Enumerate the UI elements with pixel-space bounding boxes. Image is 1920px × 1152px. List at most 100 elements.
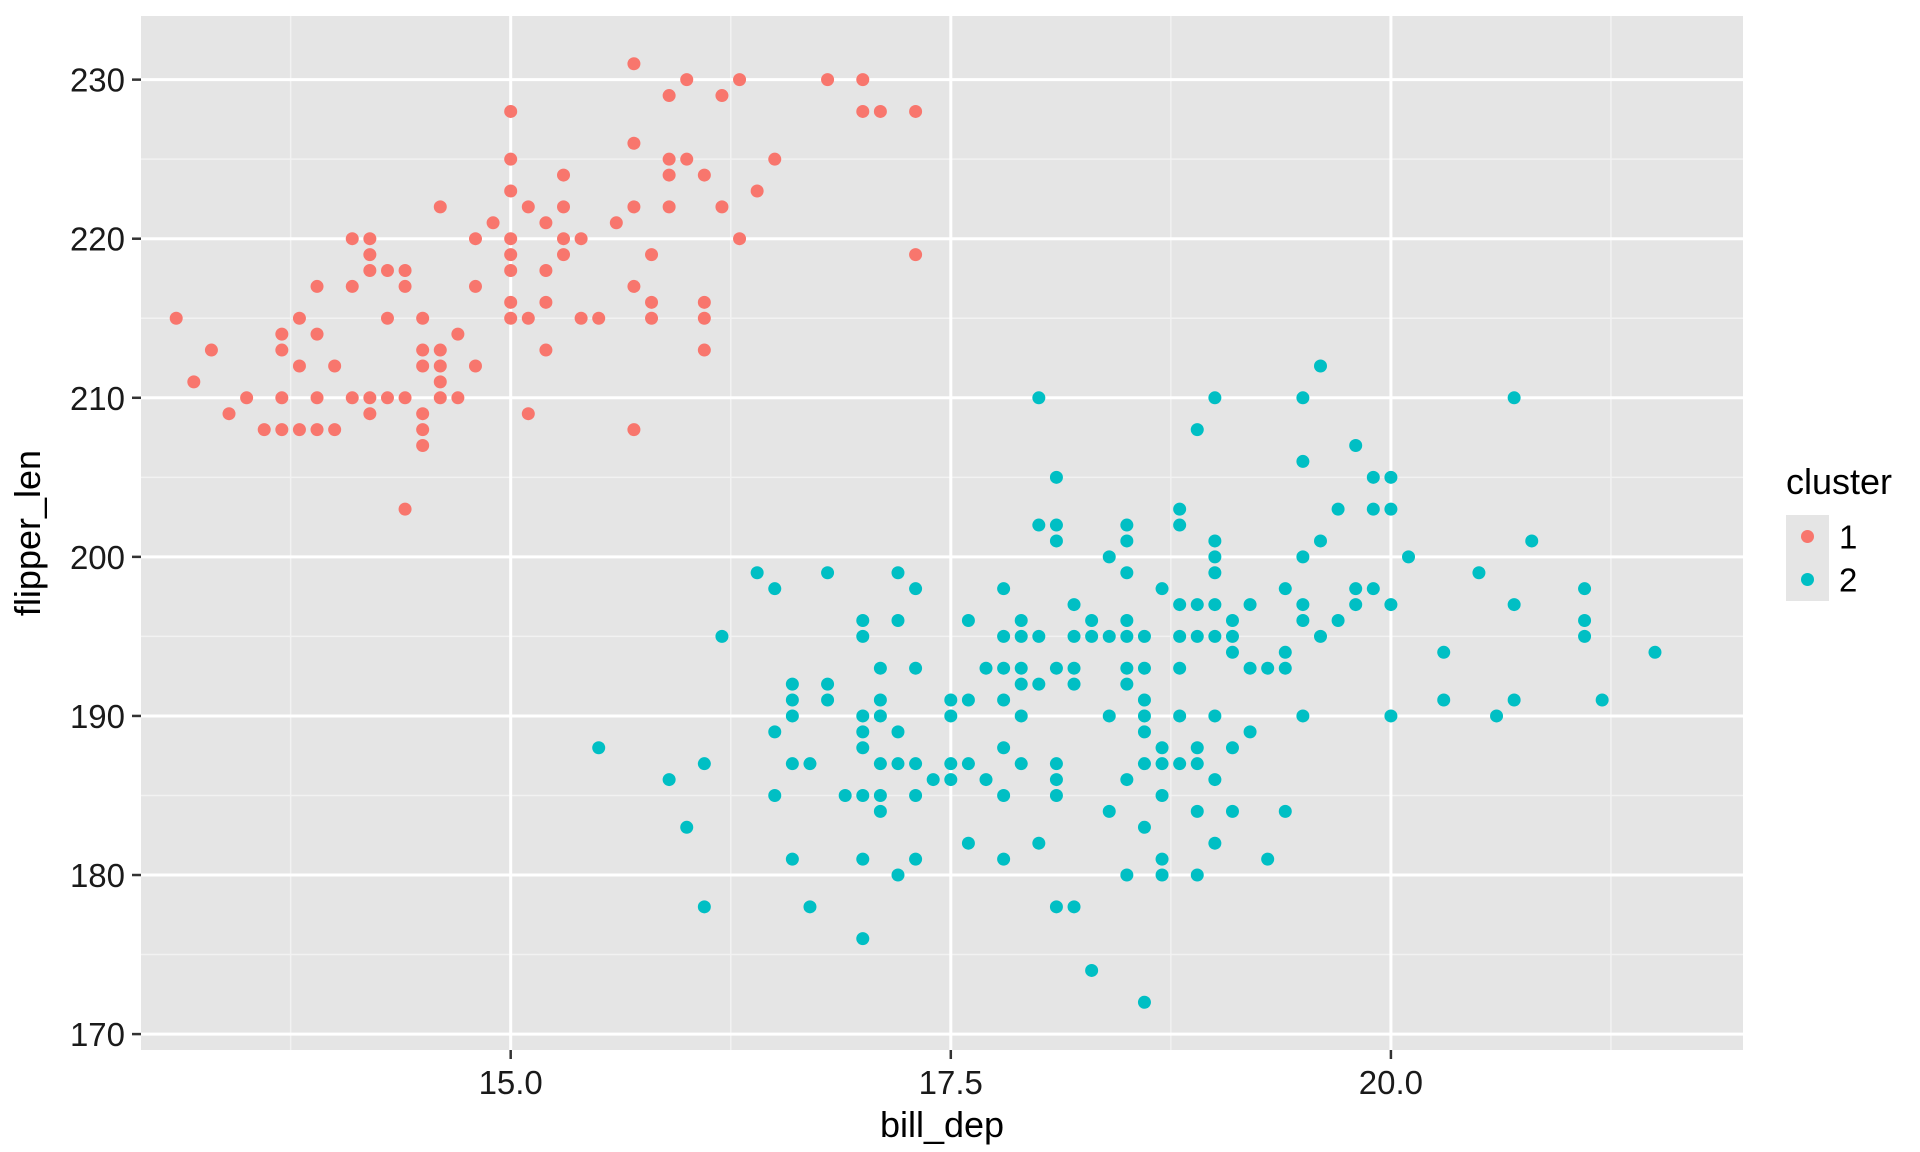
- cluster-2-point: [873, 757, 887, 771]
- cluster-2-point: [1296, 598, 1310, 612]
- cluster-1-point: [539, 343, 553, 357]
- cluster-2-point: [1067, 661, 1081, 675]
- cluster-2-point: [1173, 661, 1187, 675]
- cluster-2-point: [1296, 391, 1310, 405]
- cluster-1-point: [310, 279, 324, 293]
- cluster-2-point: [1208, 629, 1222, 643]
- cluster-2-point: [1014, 661, 1028, 675]
- cluster-1-point: [539, 295, 553, 309]
- cluster-2-point: [979, 773, 993, 787]
- cluster-2-point: [891, 613, 905, 627]
- cluster-1-point: [645, 295, 659, 309]
- cluster-2-point: [1173, 518, 1187, 532]
- cluster-2-point: [1208, 566, 1222, 580]
- cluster-2-point: [1578, 629, 1592, 643]
- cluster-2-point: [1049, 900, 1063, 914]
- cluster-1-point: [292, 423, 306, 437]
- cluster-2-point: [1208, 534, 1222, 548]
- cluster-2-point: [1366, 582, 1380, 596]
- cluster-2-point: [1085, 629, 1099, 643]
- cluster-1-point: [204, 343, 218, 357]
- cluster-1-point: [627, 57, 641, 71]
- cluster-2-point: [873, 693, 887, 707]
- cluster-1-point: [451, 391, 465, 405]
- cluster-2-point: [785, 709, 799, 723]
- cluster-2-point: [891, 757, 905, 771]
- cluster-2-point: [1490, 709, 1504, 723]
- cluster-2-point: [1243, 598, 1257, 612]
- cluster-2-point: [1384, 470, 1398, 484]
- cluster-1-point: [662, 152, 676, 166]
- x-tick-label: 20.0: [1359, 1064, 1423, 1101]
- cluster-2-point: [997, 741, 1011, 755]
- cluster-2-point: [961, 613, 975, 627]
- cluster-1-point: [627, 200, 641, 214]
- cluster-2-point: [1049, 518, 1063, 532]
- cluster-1-point: [662, 200, 676, 214]
- cluster-2-point: [1155, 788, 1169, 802]
- y-tick-label: 180: [70, 857, 125, 894]
- cluster-1-point: [715, 200, 729, 214]
- cluster-2-point: [785, 757, 799, 771]
- cluster-2-point: [1032, 677, 1046, 691]
- cluster-1-point: [504, 152, 518, 166]
- cluster-2-point: [821, 677, 835, 691]
- cluster-1-point: [275, 343, 289, 357]
- y-tick-label: 230: [70, 62, 125, 99]
- cluster-1-point: [627, 136, 641, 150]
- cluster-2-point: [1208, 598, 1222, 612]
- cluster-2-point: [1137, 629, 1151, 643]
- cluster-1-point: [222, 407, 236, 421]
- cluster-2-point: [1225, 645, 1239, 659]
- cluster-1-point: [750, 184, 764, 198]
- cluster-1-point: [292, 359, 306, 373]
- cluster-2-point: [1120, 613, 1134, 627]
- cluster-2-point: [1049, 534, 1063, 548]
- cluster-2-point: [1049, 773, 1063, 787]
- cluster-2-point: [1278, 645, 1292, 659]
- cluster-2-point: [1014, 709, 1028, 723]
- cluster-2-point: [997, 788, 1011, 802]
- legend-key-dot: [1801, 573, 1814, 586]
- x-tick-label: 17.5: [919, 1064, 983, 1101]
- cluster-2-point: [1578, 613, 1592, 627]
- cluster-1-point: [468, 359, 482, 373]
- cluster-1-point: [504, 104, 518, 118]
- cluster-1-point: [363, 248, 377, 262]
- cluster-2-point: [697, 757, 711, 771]
- cluster-1-point: [169, 311, 183, 325]
- cluster-2-point: [1278, 582, 1292, 596]
- cluster-2-point: [1313, 629, 1327, 643]
- cluster-2-point: [1173, 709, 1187, 723]
- cluster-2-point: [1155, 852, 1169, 866]
- data-points: [169, 57, 1662, 1009]
- cluster-1-point: [504, 311, 518, 325]
- cluster-1-point: [363, 264, 377, 278]
- cluster-2-point: [997, 693, 1011, 707]
- cluster-2-point: [1225, 613, 1239, 627]
- cluster-2-point: [1137, 661, 1151, 675]
- y-tick-label: 210: [70, 380, 125, 417]
- cluster-2-point: [1137, 995, 1151, 1009]
- cluster-1-point: [856, 73, 870, 87]
- cluster-2-point: [856, 709, 870, 723]
- cluster-2-point: [750, 566, 764, 580]
- cluster-2-point: [1102, 550, 1116, 564]
- cluster-2-point: [1384, 502, 1398, 516]
- cluster-2-point: [1032, 518, 1046, 532]
- cluster-2-point: [873, 788, 887, 802]
- cluster-1-point: [433, 359, 447, 373]
- cluster-2-point: [1384, 709, 1398, 723]
- cluster-2-point: [961, 693, 975, 707]
- cluster-1-point: [486, 216, 500, 230]
- cluster-2-point: [1085, 963, 1099, 977]
- cluster-2-point: [1102, 709, 1116, 723]
- cluster-2-point: [856, 788, 870, 802]
- cluster-2-point: [715, 629, 729, 643]
- cluster-2-point: [1472, 566, 1486, 580]
- cluster-1-point: [345, 279, 359, 293]
- grid-minor: [141, 16, 1743, 1050]
- cluster-2-point: [1120, 566, 1134, 580]
- cluster-2-point: [944, 709, 958, 723]
